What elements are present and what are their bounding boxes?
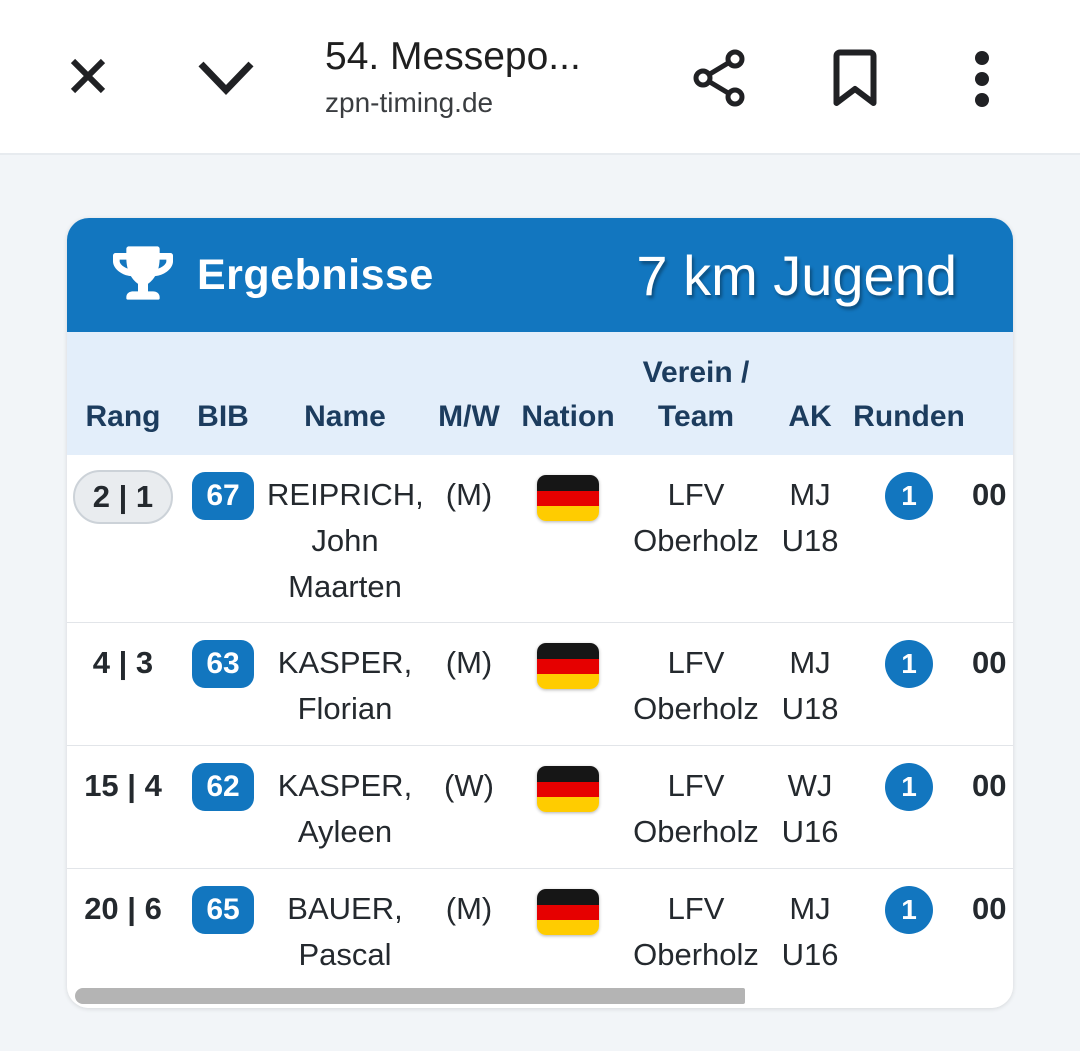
laps-badge: 1 bbox=[885, 763, 933, 811]
age-class-cell: WJ U16 bbox=[781, 768, 839, 849]
result-row: 20 | 6 65 BAUER, Pascal (M) LFV Oberholz… bbox=[67, 868, 1013, 988]
race-distance-label: 7 km Jugend bbox=[636, 243, 957, 307]
age-class-cell: MJ U18 bbox=[781, 645, 839, 726]
results-card: Ergebnisse 7 km Jugend Rang BIB Name M/W… bbox=[67, 218, 1013, 1008]
laps-cell: 1 bbox=[849, 455, 969, 622]
bookmark-button[interactable] bbox=[832, 47, 878, 109]
bib-badge: 62 bbox=[192, 763, 254, 811]
chevron-down-icon bbox=[196, 61, 256, 101]
bib-cell: 67 bbox=[179, 455, 267, 622]
result-row: 2 | 1 67 REIPRICH, John Maarten (M) LFV … bbox=[67, 455, 1013, 622]
bib-cell: 65 bbox=[179, 869, 267, 988]
team-cell: LFV Oberholz bbox=[633, 768, 759, 849]
laps-badge: 1 bbox=[885, 472, 933, 520]
overflow-menu-button[interactable] bbox=[972, 48, 992, 110]
laps-cell: 1 bbox=[849, 746, 969, 868]
time-cell-clipped: 00 bbox=[972, 645, 1007, 680]
col-header-nation: Nation bbox=[521, 400, 615, 433]
three-dot-menu-icon bbox=[972, 51, 992, 113]
age-class-cell: MJ U18 bbox=[781, 477, 839, 558]
germany-flag-icon bbox=[537, 643, 599, 689]
page-url: zpn-timing.de bbox=[325, 87, 494, 118]
col-header-time-clipped bbox=[969, 332, 1013, 455]
col-header-rang: Rang bbox=[85, 400, 161, 433]
expand-button[interactable] bbox=[196, 58, 256, 98]
rank-cell: 20 | 6 bbox=[84, 891, 162, 926]
name-cell: KASPER, Ayleen bbox=[277, 768, 413, 849]
bib-badge: 65 bbox=[192, 886, 254, 934]
result-row: 4 | 3 63 KASPER, Florian (M) LFV Oberhol… bbox=[67, 622, 1013, 745]
result-row: 15 | 4 62 KASPER, Ayleen (W) LFV Oberhol… bbox=[67, 745, 1013, 868]
col-header-name: Name bbox=[304, 400, 386, 433]
bib-cell: 63 bbox=[179, 623, 267, 745]
name-cell: REIPRICH, John Maarten bbox=[267, 477, 424, 604]
bib-cell: 62 bbox=[179, 746, 267, 868]
age-class-cell: MJ U16 bbox=[781, 891, 839, 972]
germany-flag-icon bbox=[537, 766, 599, 812]
time-cell-clipped: 00 bbox=[972, 891, 1007, 926]
laps-badge: 1 bbox=[885, 640, 933, 688]
close-button[interactable] bbox=[64, 52, 112, 100]
rank-highlight-pill: 2 | 1 bbox=[72, 470, 174, 524]
rank-cell: 4 | 3 bbox=[92, 645, 154, 680]
horizontal-scrollbar-track[interactable] bbox=[67, 988, 1013, 1008]
col-header-bib: BIB bbox=[197, 400, 249, 433]
team-cell: LFV Oberholz bbox=[633, 891, 759, 972]
nation-cell bbox=[515, 869, 621, 988]
page-title: 54. Messepo... bbox=[325, 35, 581, 78]
name-cell: BAUER, Pascal bbox=[287, 891, 403, 972]
results-title: Ergebnisse bbox=[197, 250, 434, 299]
germany-flag-icon bbox=[537, 475, 599, 521]
browser-topbar: 54. Messepo... zpn-timing.de bbox=[0, 0, 1080, 155]
share-icon bbox=[692, 49, 748, 111]
gender-cell: (M) bbox=[445, 477, 493, 512]
bookmark-icon bbox=[832, 49, 878, 112]
col-header-ak: AK bbox=[788, 400, 832, 433]
rank-cell: 15 | 4 bbox=[84, 768, 162, 803]
germany-flag-icon bbox=[537, 889, 599, 935]
time-cell-clipped: 00 bbox=[972, 477, 1007, 512]
rank-cell: 2 | 1 bbox=[67, 455, 179, 622]
nation-cell bbox=[515, 455, 621, 622]
table-header-row: Rang BIB Name M/W Nation Verein / Team A… bbox=[67, 332, 1013, 455]
col-header-verein: Verein / Team bbox=[642, 356, 750, 433]
results-card-header: Ergebnisse 7 km Jugend bbox=[67, 218, 1013, 332]
gender-cell: (W) bbox=[444, 768, 494, 803]
nation-cell bbox=[515, 746, 621, 868]
bib-badge: 63 bbox=[192, 640, 254, 688]
nation-cell bbox=[515, 623, 621, 745]
trophy-icon bbox=[113, 245, 173, 305]
horizontal-scrollbar-thumb[interactable] bbox=[75, 988, 745, 1004]
close-icon bbox=[64, 58, 112, 103]
team-cell: LFV Oberholz bbox=[633, 645, 759, 726]
laps-cell: 1 bbox=[849, 869, 969, 988]
col-header-runden: Runden bbox=[853, 400, 965, 433]
name-cell: KASPER, Florian bbox=[277, 645, 413, 726]
col-header-mw: M/W bbox=[438, 400, 500, 433]
gender-cell: (M) bbox=[445, 891, 493, 926]
bib-badge: 67 bbox=[192, 472, 254, 520]
laps-cell: 1 bbox=[849, 623, 969, 745]
share-button[interactable] bbox=[692, 48, 748, 108]
laps-badge: 1 bbox=[885, 886, 933, 934]
team-cell: LFV Oberholz bbox=[633, 477, 759, 558]
page-title-block: 54. Messepo... zpn-timing.de bbox=[325, 32, 581, 122]
gender-cell: (M) bbox=[445, 645, 493, 680]
time-cell-clipped: 00 bbox=[972, 768, 1007, 803]
